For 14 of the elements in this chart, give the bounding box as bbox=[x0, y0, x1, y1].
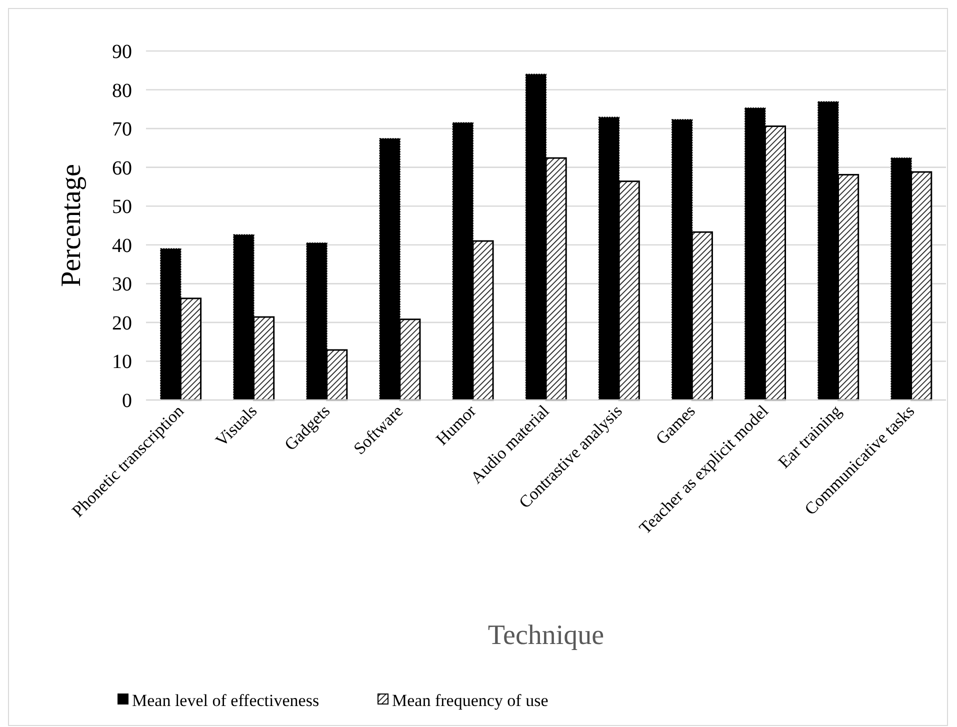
x-axis-title: Technique bbox=[488, 620, 604, 651]
y-tick-label: 10 bbox=[112, 351, 132, 374]
legend-label: Mean level of effectiveness bbox=[132, 690, 320, 710]
y-tick-label: 90 bbox=[112, 41, 132, 63]
y-tick-label: 30 bbox=[112, 274, 132, 296]
y-tick-label: 50 bbox=[112, 196, 132, 218]
legend-label: Mean frequency of use bbox=[392, 690, 548, 710]
y-axis-title: Percentage bbox=[56, 164, 87, 287]
y-tick-label: 0 bbox=[122, 390, 132, 412]
y-tick-label: 80 bbox=[112, 80, 132, 102]
y-tick-label: 40 bbox=[112, 234, 132, 257]
y-tick-label: 70 bbox=[112, 118, 132, 141]
y-tick-label: 60 bbox=[112, 157, 132, 180]
y-tick-label: 20 bbox=[112, 312, 132, 334]
